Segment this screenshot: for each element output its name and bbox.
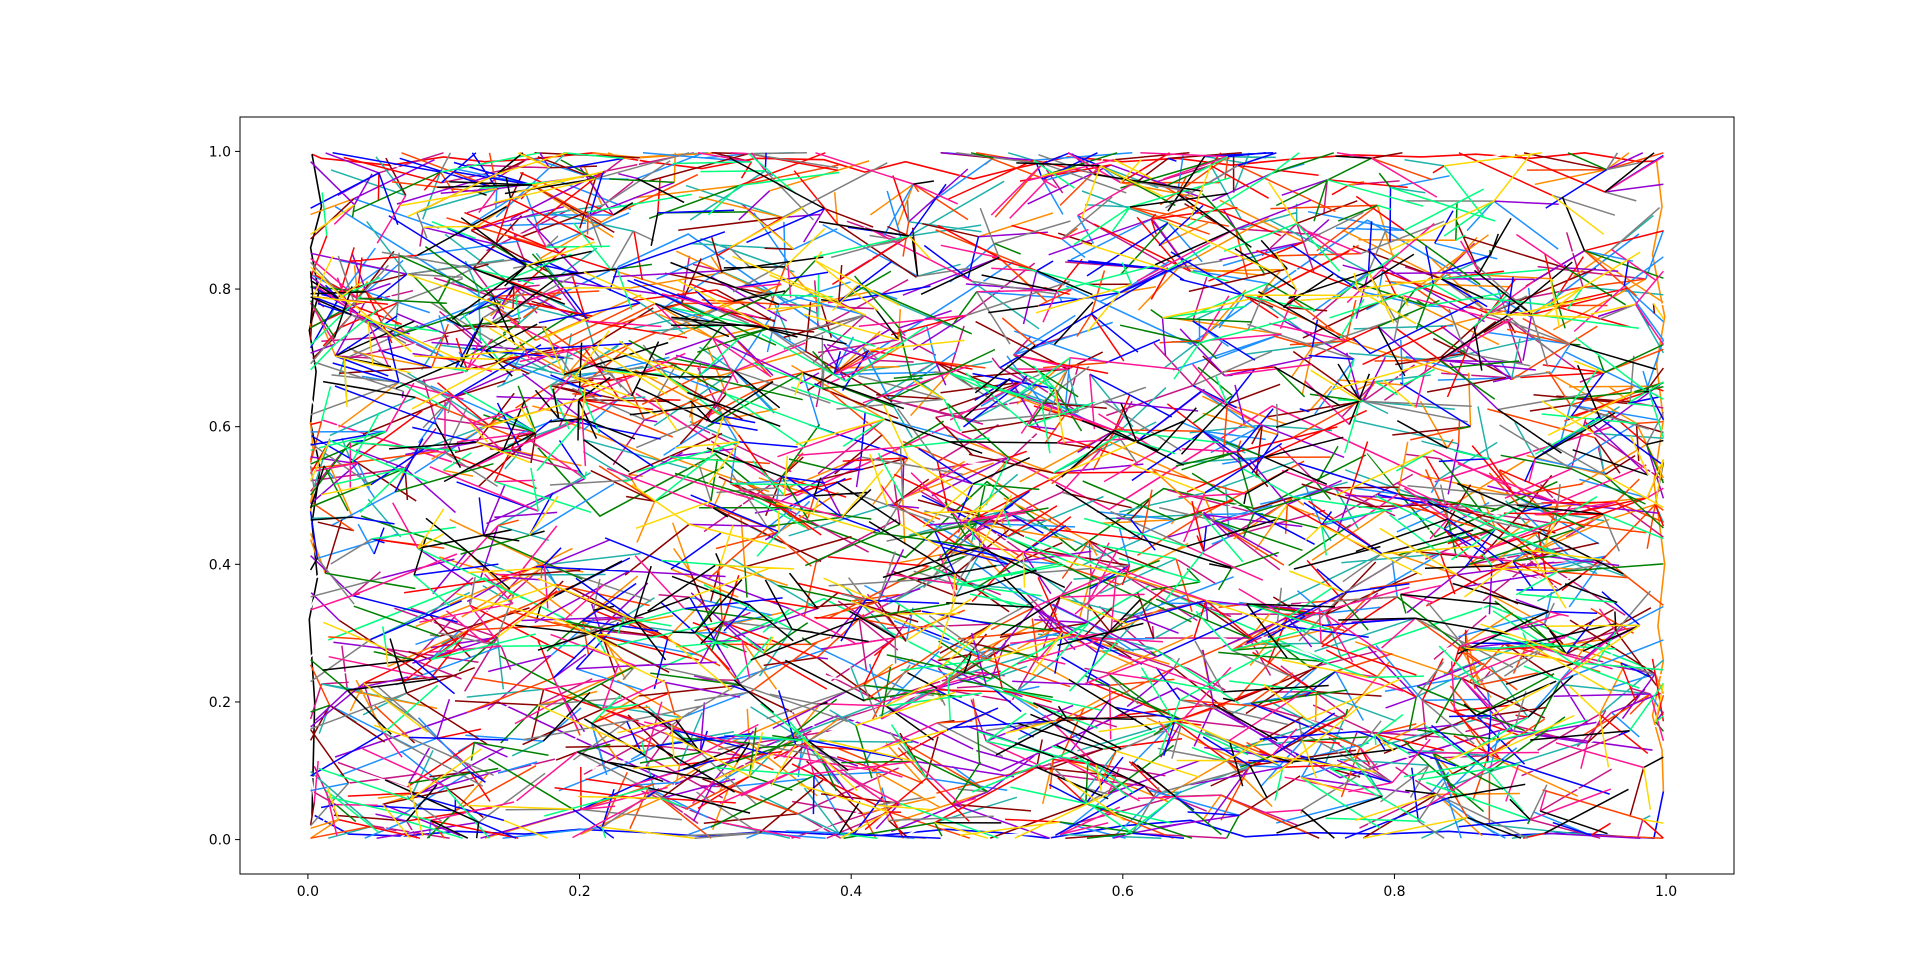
series-line-2: [314, 791, 1665, 840]
series-line-9: [524, 433, 1558, 559]
x-tick-label: 0.4: [840, 884, 862, 900]
y-tick-label: 0.0: [209, 833, 231, 849]
edge-bundle-14: [310, 152, 1665, 839]
series-line-1: [311, 151, 1657, 180]
x-tick-label: 1.0: [1655, 884, 1677, 900]
edge-bundle-12: [309, 152, 1665, 839]
y-axis-ticks: 0.0 0.2 0.4 0.6 0.8 1.0: [209, 144, 240, 849]
edge-texture-layer: [309, 152, 1665, 839]
series-line-7: [328, 577, 1646, 683]
x-tick-label: 0.6: [1112, 884, 1134, 900]
axes-frame: [239, 116, 1735, 875]
y-tick-label: 1.0: [209, 144, 231, 160]
y-tick-label: 0.4: [209, 557, 231, 573]
x-tick-label: 0.0: [297, 884, 319, 900]
edge-bundle-15: [309, 152, 1665, 839]
x-tick-label: 0.8: [1383, 884, 1405, 900]
y-tick-label: 0.6: [209, 420, 231, 436]
edge-bundle-16: [309, 152, 1665, 839]
x-axis-ticks: 0.0 0.2 0.4 0.6 0.8 1.0: [297, 874, 1677, 900]
x-tick-label: 0.2: [568, 884, 590, 900]
edge-bundle-10: [309, 152, 1665, 839]
edge-bundle-13: [309, 152, 1665, 839]
y-tick-label: 0.2: [209, 695, 231, 711]
edge-texture: [309, 152, 1665, 839]
y-tick-label: 0.8: [209, 282, 231, 298]
